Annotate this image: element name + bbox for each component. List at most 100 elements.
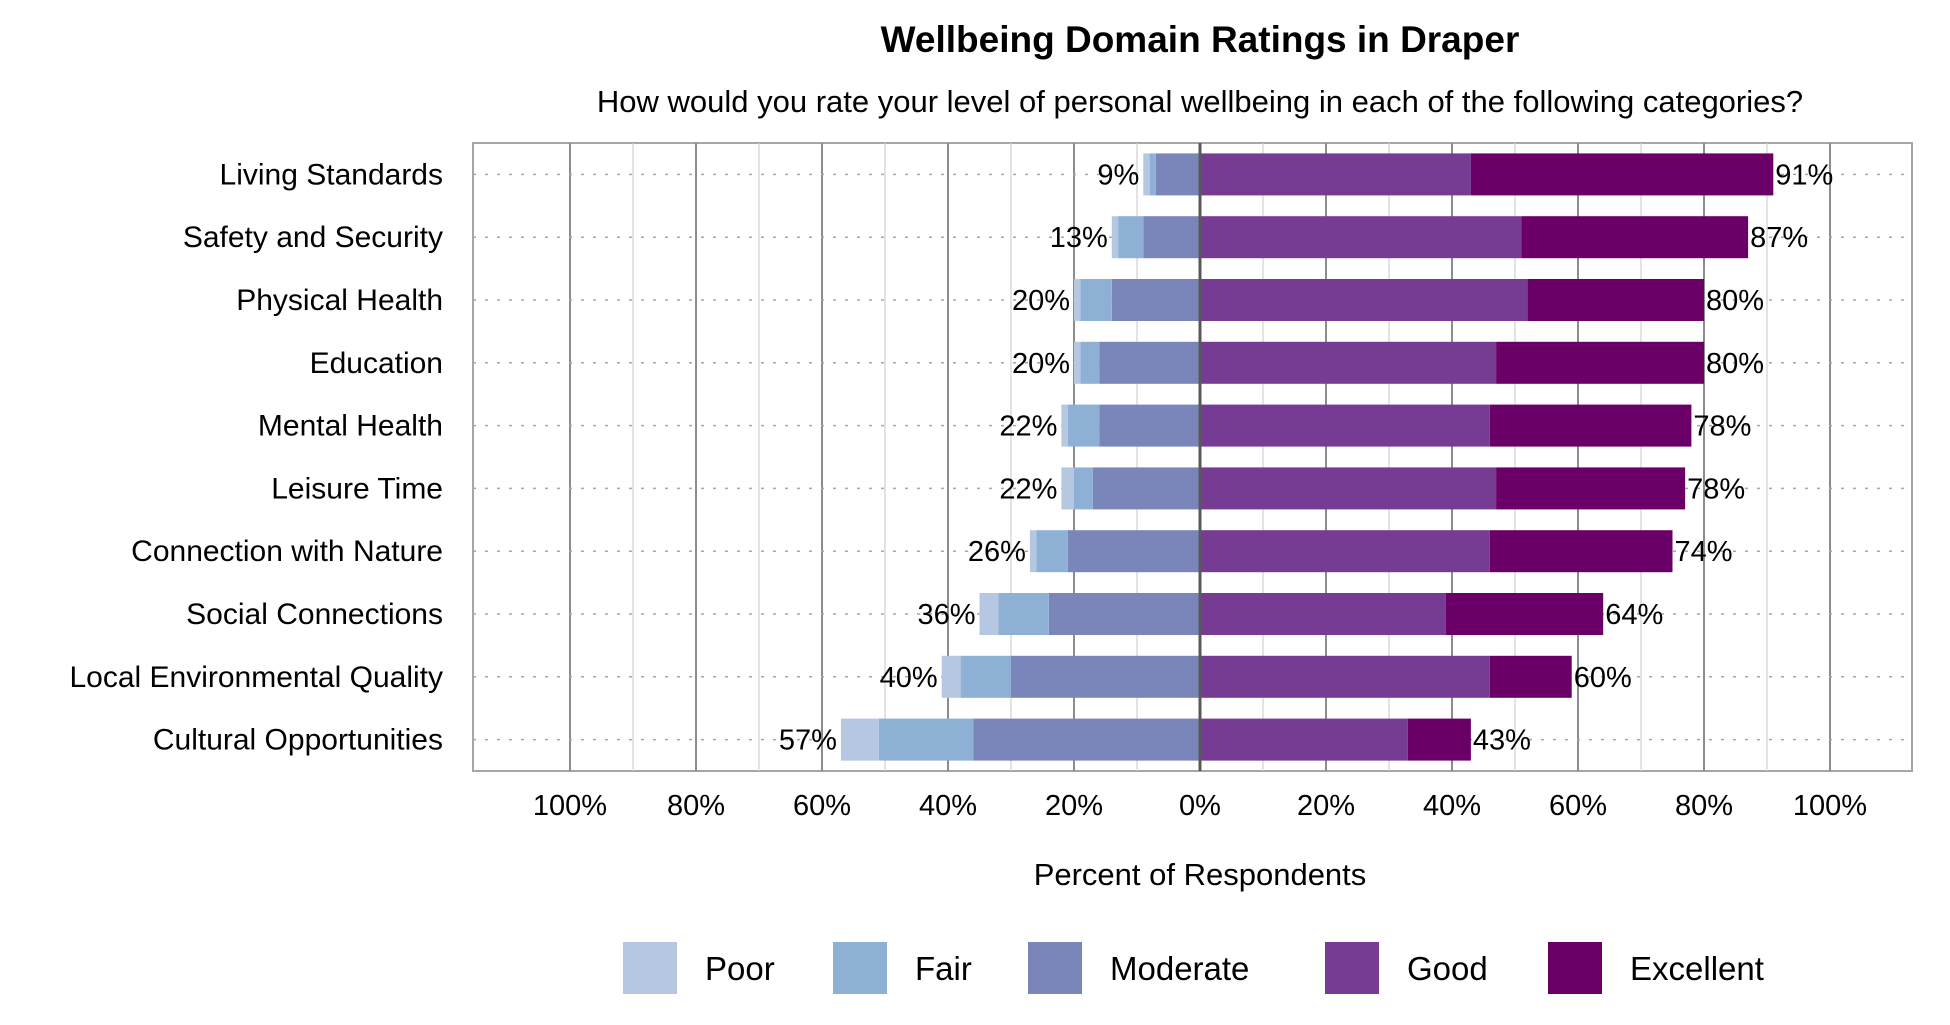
bar-fair [1080,341,1100,384]
category-label: Cultural Opportunities [153,724,443,757]
x-tick-label: 80% [1675,790,1733,822]
x-tick-labels: 100% 80% 60% 40% 20% 0% 20% 40% 60% 80% 100% [533,790,1867,822]
category-label: Leisure Time [271,472,443,505]
bar-poor [1061,404,1068,447]
negative-total-label: 13% [1050,222,1108,254]
bars: 9% 91% 13% 87% 20% 80% 20% 80% 22% 78% 22% 78% 26% 74… [779,153,1833,761]
category-label: Social Connections [186,598,443,631]
bar-moderate [973,718,1200,761]
bar-poor [979,593,999,635]
bar-fair [1118,216,1144,259]
x-tick-label: 20% [1297,790,1355,822]
legend-label-moderate: Moderate [1110,950,1249,987]
category-label: Mental Health [258,410,443,443]
legend-label-fair: Fair [915,950,972,987]
bar-fair [1149,153,1156,196]
legend-label-excellent: Excellent [1630,950,1764,987]
bar-poor [1061,467,1074,510]
bar-poor [1074,341,1081,384]
positive-total-label: 91% [1775,159,1833,191]
bar-good [1200,593,1446,635]
positive-total-label: 78% [1687,473,1745,505]
bar-excellent [1496,341,1704,384]
negative-total-label: 40% [880,662,938,694]
bar-good [1200,404,1490,447]
positive-total-label: 87% [1750,222,1808,254]
bar-moderate [1067,530,1200,573]
bar-moderate [1048,593,1200,635]
bar-good [1200,530,1490,573]
x-tick-label: 80% [667,790,725,822]
bar-fair [1080,279,1112,321]
bar-good [1200,467,1497,510]
bar-excellent [1496,467,1686,510]
positive-total-label: 80% [1706,348,1764,380]
category-label: Connection with Nature [131,535,443,568]
negative-total-label: 20% [1012,285,1070,317]
bar-excellent [1489,530,1673,573]
legend-swatch-moderate [1028,942,1082,994]
bar-excellent [1489,655,1572,698]
legend-swatch-good [1325,942,1379,994]
negative-total-label: 22% [999,411,1057,443]
x-tick-label: 60% [793,790,851,822]
bar-fair [960,655,1011,698]
category-label: Education [310,347,443,380]
chart-subtitle: How would you rate your level of persona… [597,84,1803,119]
bar-moderate [1011,655,1200,698]
legend-swatch-excellent [1548,942,1602,994]
bar-fair [1067,404,1100,447]
x-tick-label: 20% [1045,790,1103,822]
bar-moderate [1099,404,1200,447]
x-tick-label: 60% [1549,790,1607,822]
positive-total-label: 74% [1675,536,1733,568]
bar-good [1200,718,1408,761]
bar-excellent [1521,216,1749,259]
legend-label-poor: Poor [705,950,775,987]
category-label: Local Environmental Quality [69,661,443,694]
bar-good [1200,153,1471,196]
bar-excellent [1527,279,1704,321]
positive-total-label: 80% [1706,285,1764,317]
bar-excellent [1489,404,1692,447]
bar-excellent [1470,153,1774,196]
bar-good [1200,655,1490,698]
legend-swatch-poor [623,942,677,994]
bar-poor [1143,153,1150,196]
legend: Poor Fair Moderate Good Excellent [623,942,1764,994]
bar-excellent [1445,593,1604,635]
bar-moderate [1099,341,1200,384]
category-label: Safety and Security [183,221,443,254]
bar-good [1200,216,1522,259]
bar-moderate [1111,279,1200,321]
x-tick-label: 100% [533,790,607,822]
bar-fair [1074,467,1093,510]
bar-poor [840,718,879,761]
legend-label-good: Good [1407,950,1488,987]
bar-moderate [1155,153,1200,196]
bar-poor [1074,279,1081,321]
negative-total-label: 57% [779,725,837,757]
x-axis-title: Percent of Respondents [1034,857,1367,892]
bar-fair [878,718,974,761]
bar-fair [1036,530,1068,573]
category-label: Living Standards [220,158,443,191]
positive-total-label: 78% [1693,411,1751,443]
bar-good [1200,341,1497,384]
positive-total-label: 64% [1605,599,1663,631]
negative-total-label: 20% [1012,348,1070,380]
x-tick-label: 40% [919,790,977,822]
bar-poor [941,655,961,698]
bar-poor [1111,216,1119,259]
bar-excellent [1407,718,1471,761]
negative-total-label: 9% [1097,159,1139,191]
bar-good [1200,279,1528,321]
plot-area-border [472,142,1913,772]
bar-moderate [1092,467,1200,510]
legend-swatch-fair [833,942,887,994]
category-label: Physical Health [236,284,443,317]
positive-total-label: 43% [1473,725,1531,757]
negative-total-label: 36% [917,599,975,631]
